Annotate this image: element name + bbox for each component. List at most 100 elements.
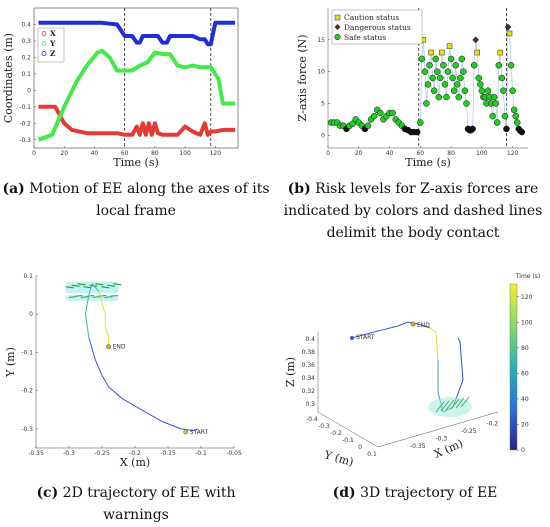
safe-point [418,55,426,63]
trajectory-segment [98,291,103,303]
start-marker [350,336,354,340]
caution-point [446,43,453,49]
caution-point [474,49,480,56]
x-tick-label: 80 [151,150,159,157]
caution-point [497,49,504,56]
y-axis-label: Coordinates (m) [2,33,15,123]
caution-point [428,49,434,56]
legend-marker-x [41,31,47,36]
safe-point [461,87,469,94]
safe-point [443,93,450,101]
caption-d: (d) 3D trajectory of EE [300,482,530,504]
trajectory-segment [94,359,103,376]
safe-point [440,62,447,69]
x-axis-line [377,411,499,448]
safe-point [430,87,438,94]
safe-point [417,119,424,126]
trajectory-segment [181,428,195,432]
z-tick-label: 0.3 [305,401,315,408]
end-marker [410,321,416,327]
y-tick-label: 0 [27,87,31,94]
warning-streak [77,283,86,286]
warning-zone-upper [65,281,119,294]
end-label: END [113,344,126,351]
trajectory-segment [194,428,198,432]
safe-point [484,87,492,94]
safe-point [500,87,507,94]
safe-point [492,100,499,107]
caption-b: (b) Risk levels for Z-axis forces are in… [276,178,550,244]
trajectory-segment [417,323,431,329]
safe-point [444,68,452,75]
safe-point [475,74,483,82]
x-tick-label: -0.1 [195,450,207,457]
end-label: END [417,322,430,329]
y-tick-label: 0 [29,311,33,318]
trajectory-segment [85,314,90,338]
y-tick-label: 0.1 [23,273,33,280]
caption-d-letter: (d) [332,485,356,501]
safe-point [449,74,456,82]
safe-point [457,74,464,82]
y-tick-label: -0.1 [19,104,31,111]
safe-point [349,120,356,128]
start-label: START [190,429,209,436]
legend-label-x: X [50,29,56,38]
safe-point [423,100,430,107]
trajectory-segment [91,283,100,292]
colorbar-tick-label: 60 [521,370,529,377]
trajectory-segment [161,420,182,430]
caution-point [506,30,513,37]
trajectory-segment [459,341,464,381]
x-tick-label: -0.3 [436,435,448,442]
caption-d-text: 3D trajectory of EE [360,485,498,501]
safe-point [432,55,439,63]
y-tick-label: 0.1 [21,71,31,78]
safe-point [441,81,449,88]
trajectory-segment [108,386,123,399]
legend-label-y: Y [49,39,56,48]
safe-point [455,93,463,101]
x-tick-label: -0.15 [160,450,176,457]
warning-streak [107,284,116,287]
trajectory-segment [351,331,375,339]
safe-point [453,81,461,88]
x-tick-label: -0.2 [487,420,499,427]
x-tick-label: -0.3 [63,450,75,457]
series-line-y [37,48,235,142]
x-tick-label: 100 [179,150,191,157]
x-tick-label: 120 [210,150,222,157]
legend-label-dangerous: Dangerous status [344,23,411,32]
y-tick-label: -0.3 [21,426,33,433]
safe-point [477,81,484,88]
warning-streak [95,283,104,286]
warning-streak [101,286,110,289]
warning-streak [460,396,470,408]
x-axis-label: Time (s) [405,156,451,169]
y-tick-label: -0.1 [21,349,33,356]
x-axis-label: X (m) [120,456,150,469]
y-tick-label: 10 [317,69,325,76]
safe-point [490,93,498,101]
legend-label-z: Z [50,49,56,58]
legend-label-caution: Caution status [344,13,399,22]
safe-point [518,128,526,136]
legend-box [331,9,423,45]
safe-point [370,112,378,120]
trajectory-segment [104,325,110,338]
safe-point [509,87,516,94]
trajectory-segment [435,331,439,361]
y-axis-label: Z-axis force (N) [296,34,309,121]
caption-a-letter: (a) [2,181,25,197]
x-tick-label: 80 [447,150,455,157]
chart-c-2d-trajectory: -0.35 -0.3 -0.25 -0.2 -0.15 -0.1 -0.05 -0.3 -0.2… [4,273,242,469]
y-tick-label: -0.2 [330,430,342,437]
warning-zone-lower [65,295,119,301]
warning-streak [83,286,92,289]
y-tick-label: 0 [321,132,325,139]
safe-point [495,62,503,69]
warning-zone [428,397,472,417]
chart-b-risk-levels: 0 20 40 60 80 100 120 0 5 10 15 Time (s) Z-axis forc… [296,8,528,169]
safe-point [452,62,459,69]
